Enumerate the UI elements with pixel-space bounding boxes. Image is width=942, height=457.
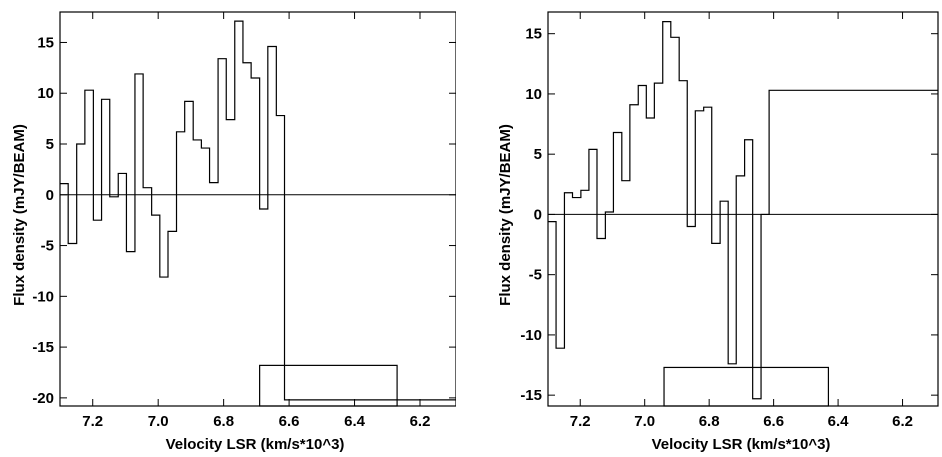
x-axis-title: Velocity LSR (km/s*10^3) xyxy=(166,436,345,453)
x-tick-label: 7.2 xyxy=(570,413,591,430)
y-tick-label: 10 xyxy=(37,85,54,102)
y-tick-label: 10 xyxy=(525,86,542,103)
x-axis-title: Velocity LSR (km/s*10^3) xyxy=(652,436,831,453)
spectrum-line-0 xyxy=(60,20,456,401)
x-tick-label: 6.6 xyxy=(763,413,784,430)
y-tick-label: 15 xyxy=(37,34,54,51)
y-tick-label: -15 xyxy=(520,387,542,404)
y-tick-label: 5 xyxy=(534,146,542,163)
x-tick-label: 6.4 xyxy=(344,413,366,430)
x-tick-label: 6.6 xyxy=(279,413,300,430)
x-tick-label: 6.4 xyxy=(828,413,850,430)
x-tick-label: 7.0 xyxy=(148,413,169,430)
y-tick-label: -10 xyxy=(520,327,542,344)
plot-area: 7.2 7.0 6.8 6.6 6.4 6.2 15 10 5 0 -5 -10 -15 xyxy=(520,11,939,430)
y-tick-label: -5 xyxy=(529,267,542,284)
plot-area: 7.2 7.0 6.8 6.6 6.4 6.2 15 10 5 0 -5 -10 -15 -20 xyxy=(32,11,456,430)
spectrum-chart-right: 7.2 7.0 6.8 6.6 6.4 6.2 15 10 5 0 -5 -10 -15 Velocit… xyxy=(497,11,939,453)
x-tick-label: 6.8 xyxy=(213,413,234,430)
y-tick-label: -5 xyxy=(41,238,54,255)
spectrum-chart-left: 7.2 7.0 6.8 6.6 6.4 6.2 15 10 5 0 -5 -10 -15 -20 Velo… xyxy=(11,11,456,453)
x-tick-label: 7.0 xyxy=(634,413,655,430)
y-tick-label: 5 xyxy=(46,136,54,153)
y-tick-label: -10 xyxy=(32,288,54,305)
x-tick-label: 7.2 xyxy=(82,413,103,430)
spectrum-line-0 xyxy=(548,21,938,400)
y-tick-label: -20 xyxy=(32,390,54,407)
x-tick-label: 6.8 xyxy=(699,413,720,430)
y-tick-label: 0 xyxy=(534,206,542,223)
y-tick-label: -15 xyxy=(32,339,54,356)
velocity-range-box xyxy=(663,366,830,407)
plot-frame xyxy=(547,11,939,407)
x-tick-label: 6.2 xyxy=(892,413,913,430)
y-axis-title: Flux density (mJY/BEAM) xyxy=(497,124,514,306)
y-axis-title: Flux density (mJY/BEAM) xyxy=(11,124,28,306)
y-tick-label: 0 xyxy=(46,187,54,204)
x-tick-label: 6.2 xyxy=(410,413,431,430)
y-tick-label: 15 xyxy=(525,26,542,43)
plot-frame xyxy=(59,11,456,407)
